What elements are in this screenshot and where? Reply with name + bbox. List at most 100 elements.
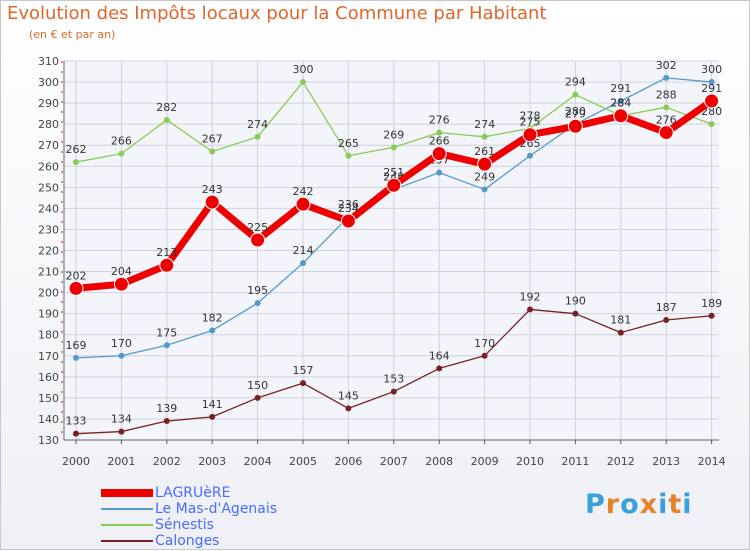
data-label-s-nestis: 288 xyxy=(656,88,677,101)
data-label-s-nestis: 278 xyxy=(520,109,541,122)
data-point-lagru-re xyxy=(477,156,493,172)
y-tick-label: 190 xyxy=(38,308,59,321)
data-point-lagru-re xyxy=(658,125,674,141)
x-tick-label: 2006 xyxy=(334,455,362,468)
data-label-calonges: 134 xyxy=(111,413,132,426)
data-label-lagru-re: 279 xyxy=(565,107,586,120)
y-tick-label: 260 xyxy=(38,160,59,173)
data-point-lagru-re xyxy=(113,276,129,292)
data-label-lagru-re: 284 xyxy=(610,97,631,110)
data-point-le-mas-d-agenais xyxy=(209,327,216,334)
data-label-calonges: 150 xyxy=(247,379,268,392)
legend-swatch-calonges xyxy=(101,540,153,542)
data-label-calonges: 145 xyxy=(338,389,359,402)
x-tick-label: 2008 xyxy=(425,455,453,468)
logo-letter: i xyxy=(682,489,693,520)
logo-letter: r xyxy=(605,489,621,520)
data-label-lagru-re: 276 xyxy=(656,114,677,127)
data-point-s-nestis xyxy=(436,129,443,136)
y-tick-label: 230 xyxy=(38,223,59,236)
data-point-lagru-re xyxy=(340,213,356,229)
legend-swatch-le-mas-d-agenais xyxy=(101,508,153,510)
data-point-le-mas-d-agenais xyxy=(617,98,624,105)
legend-label: Le Mas-d'Agenais xyxy=(155,501,278,517)
data-point-s-nestis xyxy=(708,121,715,128)
data-point-le-mas-d-agenais xyxy=(254,300,261,307)
data-label-s-nestis: 262 xyxy=(66,143,87,156)
data-label-calonges: 157 xyxy=(293,364,314,377)
data-label-le-mas-d-agenais: 249 xyxy=(474,170,495,183)
data-point-calonges xyxy=(572,310,579,317)
data-point-calonges xyxy=(300,380,306,387)
data-point-le-mas-d-agenais xyxy=(527,152,533,159)
data-label-le-mas-d-agenais: 214 xyxy=(293,244,314,257)
data-point-lagru-re xyxy=(431,146,447,162)
data-label-calonges: 187 xyxy=(656,301,677,314)
logo-letter: P xyxy=(585,489,606,520)
data-point-s-nestis xyxy=(300,79,306,86)
y-tick-label: 310 xyxy=(38,55,59,68)
y-tick-label: 300 xyxy=(38,76,59,89)
data-point-calonges xyxy=(118,428,125,435)
data-label-s-nestis: 269 xyxy=(383,128,404,141)
x-tick-label: 2014 xyxy=(698,455,726,468)
data-label-calonges: 192 xyxy=(520,290,541,303)
data-label-s-nestis: 265 xyxy=(338,137,359,150)
proxiti-logo: Proxiti xyxy=(585,489,693,520)
data-point-lagru-re xyxy=(613,108,629,124)
y-tick-label: 140 xyxy=(38,413,59,426)
data-label-lagru-re: 261 xyxy=(474,145,495,158)
x-tick-label: 2007 xyxy=(380,455,408,468)
data-point-calonges xyxy=(254,394,261,401)
legend-label: LAGRUèRE xyxy=(155,485,231,501)
x-tick-label: 2009 xyxy=(471,455,499,468)
data-point-lagru-re xyxy=(704,93,720,109)
data-point-calonges xyxy=(663,316,670,323)
data-point-calonges xyxy=(73,430,79,437)
data-point-calonges xyxy=(527,306,533,313)
data-label-s-nestis: 274 xyxy=(474,118,495,131)
data-label-s-nestis: 284 xyxy=(610,97,631,110)
y-tick-label: 250 xyxy=(38,181,59,194)
x-tick-label: 2004 xyxy=(244,455,272,468)
data-label-s-nestis: 294 xyxy=(565,76,586,89)
data-label-lagru-re: 251 xyxy=(383,166,404,179)
y-tick-label: 220 xyxy=(38,245,59,258)
data-label-le-mas-d-agenais: 169 xyxy=(66,339,87,352)
y-tick-label: 150 xyxy=(38,392,59,405)
data-point-s-nestis xyxy=(345,152,352,159)
data-label-calonges: 133 xyxy=(66,415,87,428)
data-label-calonges: 164 xyxy=(429,349,450,362)
legend-swatch-lagruere xyxy=(101,489,153,497)
data-point-s-nestis xyxy=(572,91,579,98)
data-label-calonges: 189 xyxy=(701,297,722,310)
y-tick-label: 290 xyxy=(38,97,59,110)
data-label-calonges: 139 xyxy=(156,402,177,415)
data-label-s-nestis: 300 xyxy=(293,63,314,76)
data-point-calonges xyxy=(481,352,488,359)
data-point-lagru-re xyxy=(386,177,402,193)
y-tick-label: 240 xyxy=(38,202,59,215)
y-tick-label: 210 xyxy=(38,266,59,279)
data-point-calonges xyxy=(708,312,715,319)
y-tick-label: 200 xyxy=(38,287,59,300)
data-point-calonges xyxy=(390,388,397,395)
logo-letter: x xyxy=(639,489,659,520)
data-label-lagru-re: 266 xyxy=(429,135,450,148)
chart-subtitle: (en € et par an) xyxy=(29,28,116,41)
data-label-calonges: 153 xyxy=(383,373,404,386)
data-label-lagru-re: 234 xyxy=(338,202,359,215)
data-point-calonges xyxy=(163,418,170,425)
data-point-s-nestis xyxy=(254,133,261,140)
y-tick-label: 160 xyxy=(38,371,59,384)
data-label-le-mas-d-agenais: 195 xyxy=(247,284,268,297)
data-label-calonges: 181 xyxy=(610,314,631,327)
data-label-le-mas-d-agenais: 291 xyxy=(610,82,631,95)
data-label-lagru-re: 242 xyxy=(293,185,314,198)
data-label-lagru-re: 213 xyxy=(156,246,177,259)
x-tick-label: 2002 xyxy=(153,455,181,468)
logo-letter: o xyxy=(620,489,640,520)
data-label-calonges: 141 xyxy=(202,398,223,411)
